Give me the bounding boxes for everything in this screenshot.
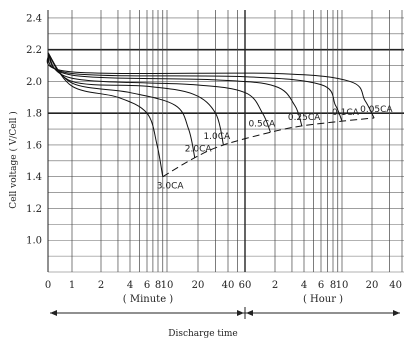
y-tick-label: 2.4 xyxy=(26,13,42,24)
x-tick-label: 40 xyxy=(222,280,235,291)
x-tick-label: 1 xyxy=(69,280,75,291)
curve-label: 1.0CA xyxy=(203,132,231,142)
x-tick-label: 6 xyxy=(318,280,324,291)
y-tick-label: 2.2 xyxy=(26,45,42,56)
x-tick-label: 4 xyxy=(127,280,133,291)
arrow-head xyxy=(50,310,57,316)
x-tick-label: 4 xyxy=(301,280,307,291)
x-tick-label: 10 xyxy=(336,280,349,291)
curve-label: 0.05CA xyxy=(360,105,393,115)
discharge-curve xyxy=(47,52,196,158)
x-tick-label: 8 xyxy=(330,280,336,291)
x-tick-label: 60 xyxy=(239,280,252,291)
y-tick-label: 1.2 xyxy=(26,204,42,215)
arrow-head xyxy=(246,310,253,316)
y-tick-label: 1.6 xyxy=(26,140,42,151)
y-axis-title: Cell voltage ( V/Cell ) xyxy=(8,111,19,208)
grid xyxy=(47,10,404,273)
curve-label: 0.5CA xyxy=(248,119,276,129)
curve-labels: 3.0CA 2.0CA 1.0CA 0.5CA 0.25CA 0.1CA 0.05CA xyxy=(157,105,394,192)
x-tick-label: 6 xyxy=(144,280,150,291)
y-tick-label: 1.4 xyxy=(26,172,42,183)
end-voltage-line xyxy=(162,117,375,178)
curve-label: 2.0CA xyxy=(185,145,213,155)
arrow-head xyxy=(393,310,400,316)
y-tick-label: 1.8 xyxy=(26,109,42,120)
y-tick-label: 2.0 xyxy=(26,77,42,88)
x-unit-hour-label: ( Hour ) xyxy=(303,294,343,305)
arrow-head xyxy=(237,310,244,316)
curve-label: 0.25CA xyxy=(288,113,321,123)
discharge-curve xyxy=(47,52,164,177)
x-tick-label: 10 xyxy=(161,280,174,291)
x-tick-label: 40 xyxy=(389,280,402,291)
x-tick-label: 8 xyxy=(155,280,161,291)
curve-label: 0.1CA xyxy=(332,108,360,118)
tick-labels: 2.42.22.01.81.61.41.21.00 1 2 4 6 8 10 20 40 60 2 4… xyxy=(26,13,402,291)
time-span-arrows xyxy=(50,307,400,319)
discharge-curve xyxy=(47,52,303,127)
discharge-curve xyxy=(47,52,224,146)
discharge-curve xyxy=(47,52,271,133)
curve-label: 3.0CA xyxy=(157,182,185,192)
x-axis-title: Discharge time xyxy=(168,329,238,339)
series-layer xyxy=(46,52,375,178)
x-tick-label: 2 xyxy=(98,280,104,291)
y-tick-label: 1.0 xyxy=(26,236,42,247)
x-tick-label: 0 xyxy=(45,280,51,291)
x-unit-minute-label: ( Minute ) xyxy=(123,294,174,305)
discharge-curve xyxy=(47,52,343,122)
x-tick-label: 2 xyxy=(272,280,278,291)
discharge-curve xyxy=(46,52,375,119)
x-tick-label: 20 xyxy=(366,280,379,291)
x-tick-label: 20 xyxy=(192,280,205,291)
